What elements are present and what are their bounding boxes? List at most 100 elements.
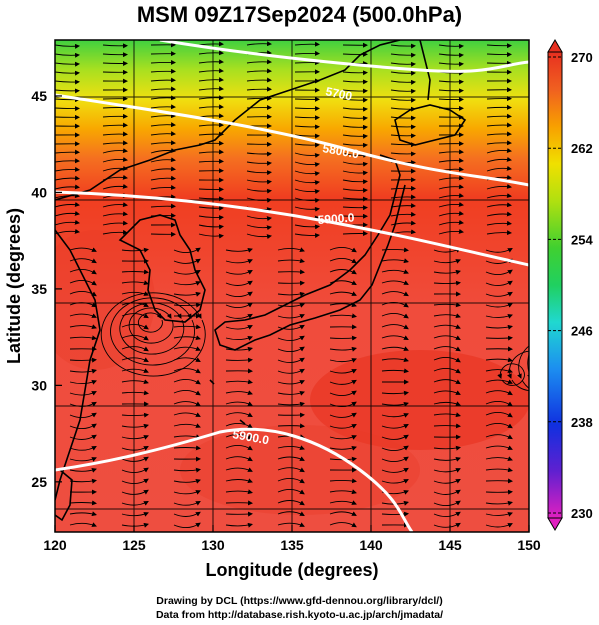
contour-5900-south [55, 427, 414, 532]
streamline [198, 59, 224, 65]
streamline [433, 412, 461, 418]
streamline [102, 113, 128, 119]
streamline [381, 302, 409, 308]
streamline [225, 336, 253, 341]
y-tick-label: 25 [31, 474, 47, 490]
streamline [225, 412, 253, 418]
credit-drawing: Drawing by DCL (https://www.gfd-dennou.o… [156, 595, 443, 607]
streamline [486, 52, 512, 58]
streamline [381, 313, 409, 319]
streamline [438, 79, 464, 85]
streamline [150, 104, 176, 110]
streamline [55, 149, 80, 155]
streamline [246, 160, 272, 166]
streamline [342, 179, 368, 185]
streamline [69, 511, 97, 517]
streamline [225, 346, 253, 352]
x-tick-label: 150 [517, 537, 541, 553]
streamline [390, 97, 416, 103]
streamline [342, 106, 368, 112]
streamline [225, 522, 253, 528]
streamline [342, 115, 368, 121]
streamline [55, 158, 80, 164]
streamline [486, 220, 512, 226]
streamline [246, 151, 272, 157]
streamline [486, 165, 512, 172]
streamline [497, 363, 525, 386]
contour-5700 [159, 40, 529, 73]
streamline [390, 43, 416, 49]
streamline [69, 269, 97, 275]
streamline [485, 303, 513, 308]
streamline [433, 335, 461, 341]
streamline [342, 70, 368, 76]
contour-5900-north [55, 190, 529, 267]
streamline [485, 523, 513, 528]
contour-label-5900-south: 5900.0 [231, 427, 270, 447]
streamline [198, 68, 224, 74]
streamline [433, 269, 461, 275]
streamline [69, 467, 97, 473]
streamline [277, 401, 305, 407]
streamline [329, 358, 357, 363]
streamline [277, 303, 305, 308]
streamline [390, 61, 416, 67]
streamline [486, 140, 512, 146]
streamline [121, 456, 149, 462]
streamline [246, 197, 272, 203]
streamline [390, 88, 416, 94]
streamline [121, 501, 149, 506]
streamline [342, 196, 368, 202]
streamline [69, 434, 97, 440]
streamline [277, 380, 305, 385]
streamline [485, 445, 513, 450]
streamline [329, 302, 357, 308]
streamline [485, 324, 513, 330]
streamline [433, 259, 461, 264]
streamline [390, 106, 416, 112]
streamline [121, 423, 149, 429]
streamline [433, 445, 461, 451]
streamline [150, 203, 176, 209]
streamline [246, 215, 272, 222]
streamline [381, 424, 409, 429]
streamline [486, 122, 512, 128]
streamline [438, 219, 464, 226]
streamline [342, 124, 368, 130]
streamline [390, 194, 416, 200]
contour-5800 [55, 93, 529, 187]
streamline [173, 258, 201, 264]
streamline [102, 165, 128, 172]
streamline [121, 302, 149, 307]
streamline [277, 247, 305, 252]
streamline [485, 269, 513, 276]
streamline [342, 79, 368, 85]
streamline [121, 280, 149, 286]
streamline [438, 193, 464, 199]
streamline [69, 391, 97, 396]
streamline [150, 184, 176, 190]
streamline [486, 211, 512, 217]
y-tick-label: 45 [31, 88, 47, 104]
streamline [102, 174, 128, 181]
streamline [486, 156, 512, 163]
streamline [150, 175, 176, 181]
streamline [150, 68, 176, 74]
streamline [390, 203, 416, 209]
streamline [225, 390, 253, 396]
streamline [485, 390, 513, 396]
streamline [390, 79, 416, 85]
streamline [433, 456, 461, 462]
streamline [294, 161, 320, 168]
streamline [294, 197, 320, 203]
x-tick-label: 135 [280, 537, 304, 553]
streamline [486, 131, 512, 137]
streamline [110, 297, 195, 366]
streamline [173, 390, 201, 396]
streamline [342, 88, 368, 94]
streamline [246, 170, 272, 176]
streamline [390, 185, 416, 191]
streamline [433, 522, 461, 528]
streamline [150, 157, 176, 163]
streamline [433, 511, 461, 517]
